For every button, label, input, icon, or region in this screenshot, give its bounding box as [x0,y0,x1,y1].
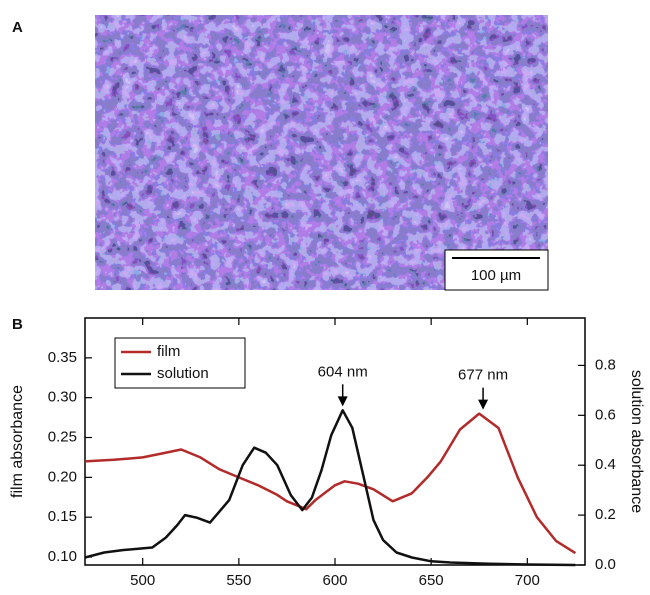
legend-box [114,337,246,389]
x-tick-label: 600 [322,572,347,589]
y2-axis-label: solution absorbance [628,370,645,513]
y-tick-label: 0.30 [48,389,77,406]
scale-bar-label: 100 µm [471,267,521,284]
chart: 500 550 600 650 700 0.10 0.15 0.20 0.25 0.30 0.35 0… [9,317,645,595]
y2-tick-label: 0.8 [595,356,616,373]
x-tick-label: 700 [515,572,540,589]
annotation: 677 nm [458,367,508,384]
data-line [84,412,577,555]
legend-label: solution [157,365,209,382]
y-axis-label: film absorbance [9,385,26,498]
annotation-arrowhead [478,399,489,410]
y2-tick-label: 0.0 [595,556,616,573]
x-tick-label: 500 [130,572,155,589]
data-line [84,409,576,567]
legend-label: film [157,343,180,360]
y2-tick-label: 0.6 [595,406,616,423]
y2-tick-label: 0.4 [595,456,616,473]
micrograph [95,15,548,290]
annotation: 604 nm [318,363,368,380]
annotation-arrowhead [337,396,348,407]
y2-tick-label: 0.2 [595,506,616,523]
y-tick-label: 0.10 [48,548,77,565]
x-tick-label: 650 [419,572,444,589]
y-tick-label: 0.25 [48,428,77,445]
y-tick-label: 0.35 [48,349,77,366]
panel-label: A [12,19,23,36]
scale-bar-box [444,249,549,291]
x-tick-label: 550 [226,572,251,589]
y-tick-label: 0.15 [48,508,77,525]
panel-label: B [12,316,23,333]
y-tick-label: 0.20 [48,468,77,485]
